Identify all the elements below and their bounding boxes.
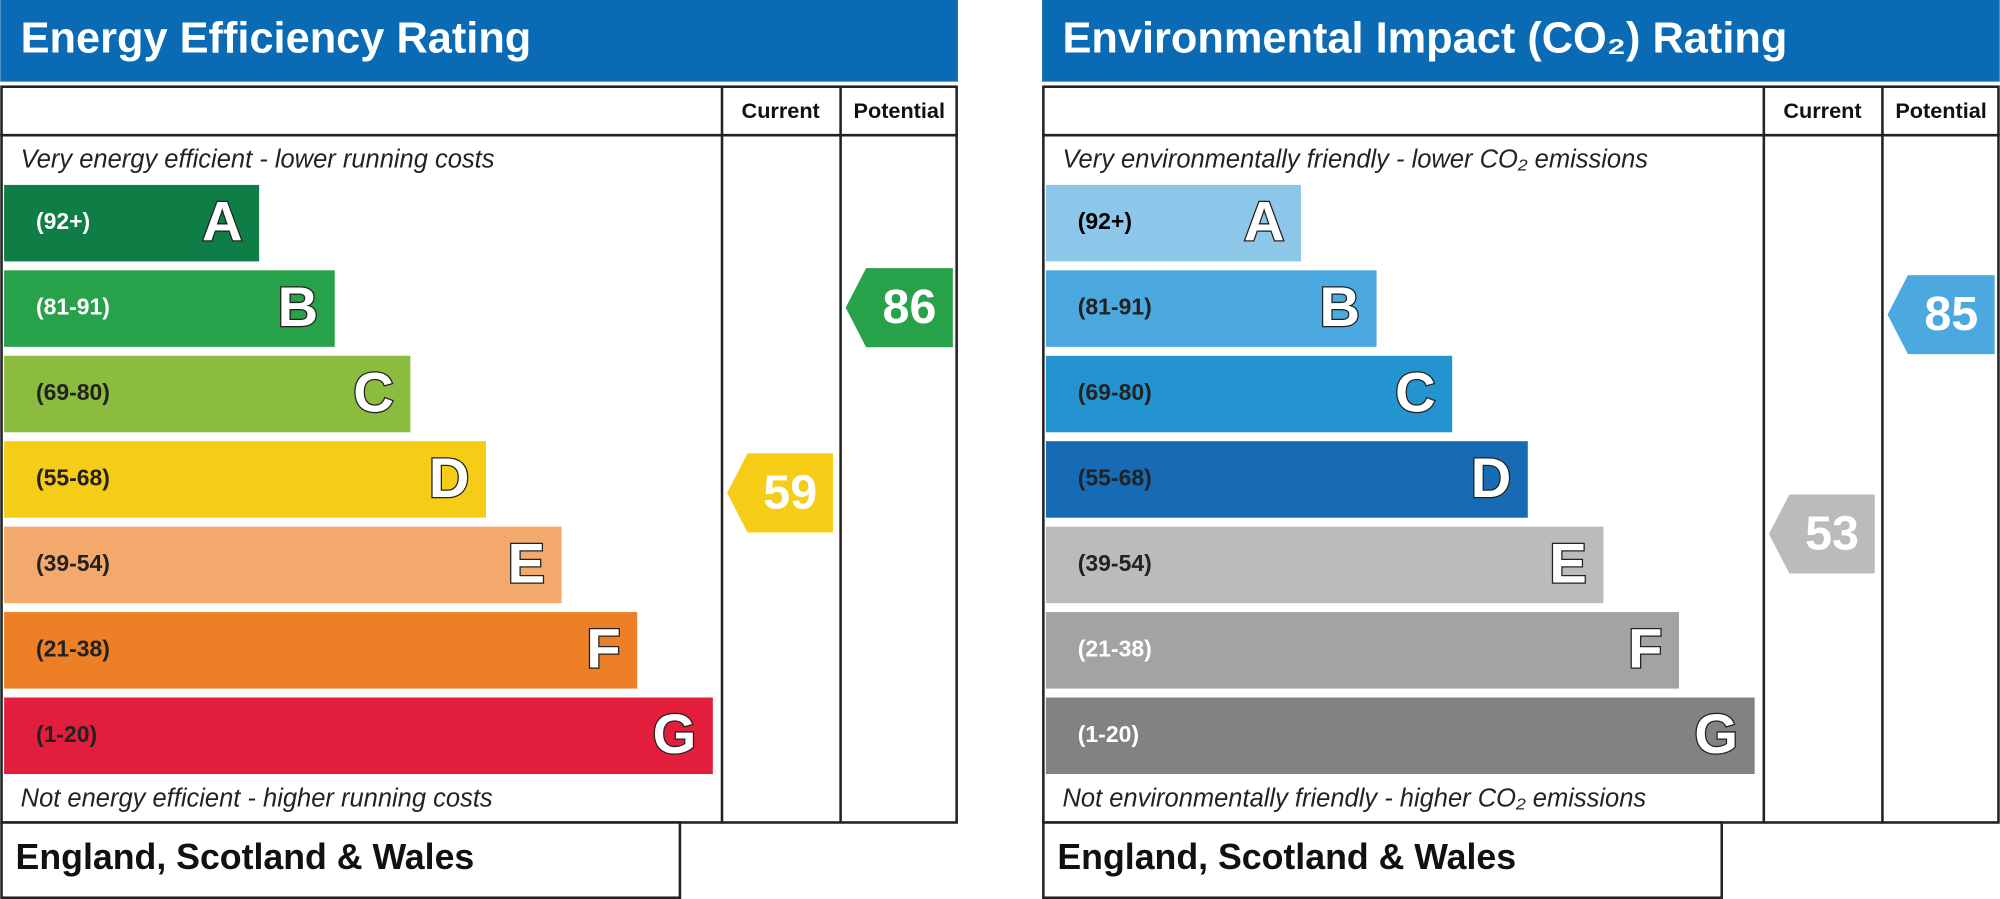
column-header: Potential <box>854 98 945 123</box>
band-range: (69-80) <box>1078 379 1152 405</box>
band-letter: D <box>429 446 470 509</box>
rating-band <box>1045 612 1680 689</box>
rating-band <box>1045 355 1453 433</box>
band-range: (21-38) <box>1078 635 1152 661</box>
band-letter: B <box>1319 275 1360 338</box>
band-range: (81-91) <box>36 294 110 320</box>
rating-value: 86 <box>883 280 937 334</box>
rating-band <box>1045 441 1528 518</box>
rating-arrow <box>845 268 953 348</box>
band-range: (81-91) <box>1078 294 1152 320</box>
band-range: (39-54) <box>1078 550 1152 576</box>
rating-arrow <box>1887 275 1995 355</box>
footer-box <box>0 821 682 899</box>
panel-title: Energy Efficiency Rating <box>21 14 532 62</box>
column-header: Potential <box>1895 98 1986 123</box>
band-range: (55-68) <box>36 465 110 491</box>
panel-title: Environmental Impact (CO₂) Rating <box>1062 14 1787 62</box>
rating-value: 59 <box>763 465 817 519</box>
rating-band <box>1045 184 1301 262</box>
column-header: Current <box>1783 98 1861 123</box>
rating-band <box>4 355 411 433</box>
rating-value: 53 <box>1805 506 1859 560</box>
rating-band <box>4 697 713 775</box>
top-note: Very energy efficient - lower running co… <box>21 145 495 173</box>
rating-band <box>1045 270 1377 347</box>
panel: Energy Efficiency Rating Current Potential… <box>0 0 958 899</box>
band-range: (92+) <box>36 208 90 234</box>
footer-box <box>1042 821 1724 899</box>
band-range: (69-80) <box>36 379 110 405</box>
band-letter: C <box>1395 360 1436 423</box>
band-letter: G <box>1694 702 1738 765</box>
band-range: (21-38) <box>36 635 110 661</box>
band-range: (1-20) <box>36 721 97 747</box>
band-letter: B <box>278 275 319 338</box>
footer: England, Scotland & Wales <box>16 837 475 877</box>
band-letter: G <box>653 702 697 765</box>
rating-band <box>4 441 486 518</box>
band-letter: F <box>586 617 620 680</box>
panel: Environmental Impact (CO₂) Rating Current… <box>1042 0 2000 899</box>
rating-arrow <box>1768 494 1875 574</box>
rating-band <box>1045 526 1604 604</box>
rating-arrow <box>727 453 833 533</box>
band-letter: A <box>202 190 243 253</box>
rating-value: 85 <box>1924 287 1978 341</box>
title-bar <box>0 0 958 82</box>
footer: England, Scotland & Wales <box>1057 837 1516 877</box>
band-letter: D <box>1471 446 1512 509</box>
rating-band <box>1045 697 1755 775</box>
rating-band <box>4 612 638 689</box>
band-range: (1-20) <box>1078 721 1139 747</box>
band-letter: E <box>508 531 545 594</box>
band-letter: A <box>1244 190 1285 253</box>
rating-band <box>4 184 260 262</box>
rating-band <box>4 270 335 347</box>
rating-band <box>4 526 562 604</box>
top-note: Very environmentally friendly - lower CO… <box>1062 145 1648 173</box>
band-letter: C <box>353 360 394 423</box>
title-bar <box>1042 0 2000 82</box>
bottom-note: Not environmentally friendly - higher CO… <box>1062 784 1646 812</box>
band-letter: F <box>1628 617 1662 680</box>
band-letter: E <box>1549 531 1586 594</box>
bottom-note: Not energy efficient - higher running co… <box>21 784 493 812</box>
band-range: (55-68) <box>1078 465 1152 491</box>
band-range: (92+) <box>1078 208 1132 234</box>
column-header: Current <box>742 98 820 123</box>
band-range: (39-54) <box>36 550 110 576</box>
